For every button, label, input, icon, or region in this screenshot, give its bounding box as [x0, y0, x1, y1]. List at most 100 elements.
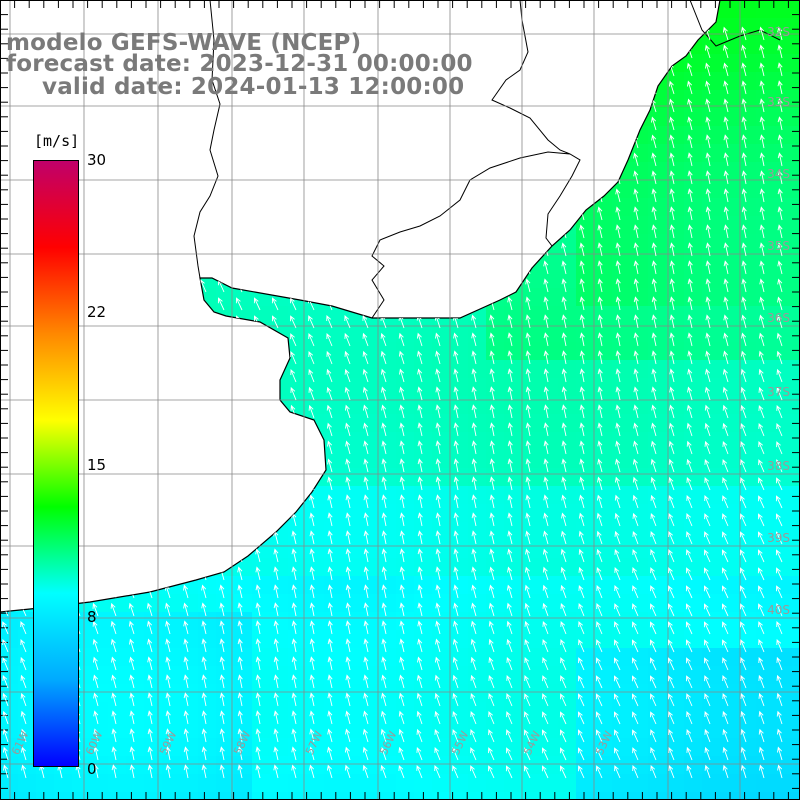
wind-cell: [360, 324, 379, 343]
wind-arrow: [650, 458, 657, 473]
wind-arrow: [417, 386, 423, 401]
wind-arrow: [615, 314, 621, 329]
wind-arrow: [723, 80, 729, 95]
wind-arrow: [399, 422, 405, 437]
wind-arrow: [687, 296, 693, 311]
wind-cell: [324, 378, 343, 397]
wind-cell: [360, 360, 379, 379]
wind-arrow: [237, 602, 243, 617]
wind-arrow: [577, 693, 585, 707]
wind-arrow: [651, 350, 657, 365]
wind-arrow: [704, 477, 711, 491]
wind-cell: [324, 414, 343, 433]
wind-cell: [648, 414, 667, 433]
wind-arrow: [649, 639, 657, 653]
wind-cell: [324, 558, 343, 577]
wind-cell: [504, 486, 523, 505]
wind-cell: [576, 414, 595, 433]
wind-arrow: [561, 494, 567, 509]
wind-cell: [162, 594, 181, 613]
wind-cell: [252, 558, 271, 577]
wind-arrow: [739, 531, 747, 545]
wind-cell: [162, 792, 181, 800]
wind-cell: [720, 72, 739, 91]
wind-arrow: [595, 693, 603, 707]
wind-arrow: [435, 440, 441, 455]
wind-cell: [666, 630, 685, 649]
wind-cell: [612, 576, 631, 595]
wind-cell: [774, 774, 793, 793]
wind-cell: [720, 90, 739, 109]
wind-cell: [648, 198, 667, 217]
wind-cell: [648, 702, 667, 721]
wind-cell: [558, 288, 577, 307]
wind-arrow: [560, 584, 567, 599]
wind-cell: [774, 90, 793, 109]
wind-cell: [306, 738, 325, 757]
wind-arrow: [542, 620, 549, 635]
wind-arrow: [327, 584, 333, 599]
wind-cell: [540, 252, 559, 271]
wind-arrow: [489, 440, 495, 455]
wind-cell: [792, 486, 800, 505]
wind-arrow: [722, 440, 729, 455]
wind-arrow: [147, 674, 153, 689]
wind-arrow: [561, 458, 567, 473]
wind-arrow: [308, 333, 315, 347]
wind-cell: [792, 360, 800, 379]
wind-arrow: [507, 296, 513, 311]
wind-arrow: [614, 621, 621, 635]
wind-cell: [468, 324, 487, 343]
wind-cell: [792, 54, 800, 73]
wind-cell: [774, 0, 793, 19]
wind-cell: [612, 378, 631, 397]
wind-cell: [774, 666, 793, 685]
wind-arrow: [723, 188, 729, 203]
wind-arrow: [201, 584, 207, 599]
wind-cell: [630, 144, 649, 163]
wind-cell: [756, 144, 775, 163]
wind-cell: [234, 774, 253, 793]
wind-arrow: [741, 332, 747, 347]
wind-arrow: [291, 746, 297, 761]
wind-cell: [18, 774, 37, 793]
wind-cell: [702, 522, 721, 541]
wind-cell: [666, 234, 685, 253]
wind-arrow: [489, 350, 495, 365]
wind-arrow: [399, 494, 405, 509]
wind-cell: [738, 648, 757, 667]
wind-arrow: [740, 764, 747, 779]
wind-cell: [702, 234, 721, 253]
wind-cell: [108, 684, 127, 703]
wind-cell: [792, 522, 800, 541]
wind-cell: [414, 540, 433, 559]
wind-cell: [108, 774, 127, 793]
wind-arrow: [633, 206, 639, 221]
wind-arrow: [399, 512, 405, 527]
wind-arrow: [597, 440, 603, 455]
wind-arrow: [759, 80, 765, 95]
wind-cell: [792, 576, 800, 595]
wind-cell: [648, 342, 667, 361]
wind-cell: [342, 558, 361, 577]
wind-arrow: [489, 422, 495, 437]
wind-cell: [432, 792, 451, 800]
wind-arrow: [326, 333, 333, 347]
wind-arrow: [542, 711, 549, 725]
wind-cell: [774, 486, 793, 505]
wind-arrow: [741, 134, 747, 149]
wind-cell: [504, 774, 523, 793]
wind-cell: [774, 792, 793, 800]
wind-arrow: [363, 530, 369, 545]
wind-cell: [576, 792, 595, 800]
wind-cell: [774, 504, 793, 523]
wind-cell: [360, 504, 379, 523]
wind-cell: [666, 648, 685, 667]
wind-cell: [198, 702, 217, 721]
wind-arrow: [453, 584, 459, 599]
wind-arrow: [507, 512, 513, 527]
wind-arrow: [237, 620, 243, 635]
wind-cell: [558, 270, 577, 289]
wind-arrow: [489, 458, 495, 473]
wind-cell: [450, 612, 469, 631]
